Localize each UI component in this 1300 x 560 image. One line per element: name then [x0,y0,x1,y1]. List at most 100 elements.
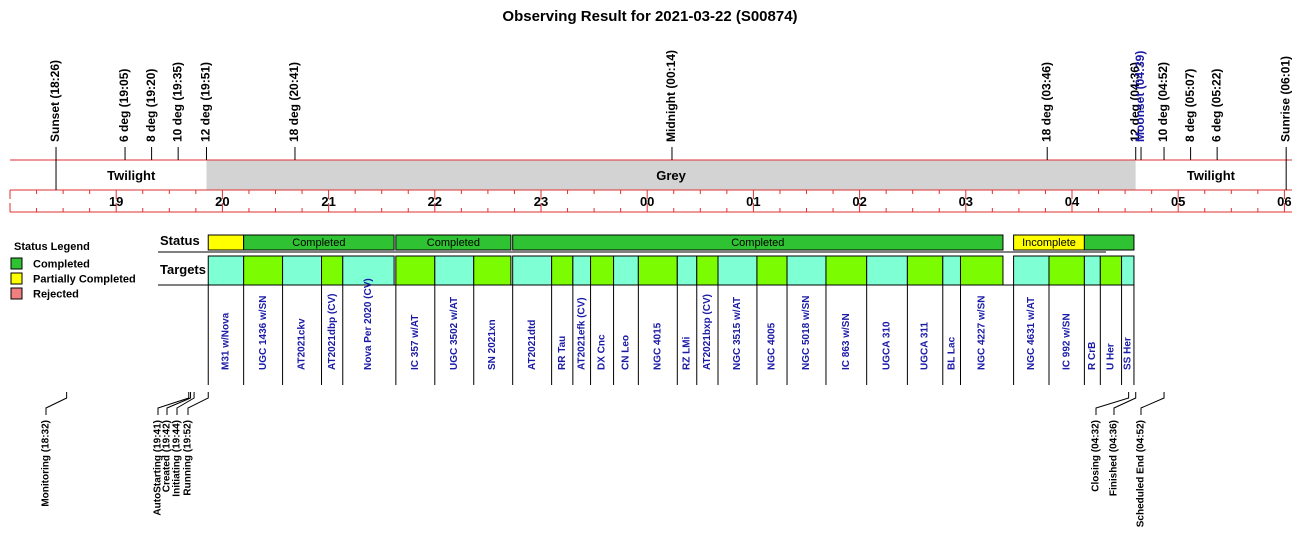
target-label-0: M31 w/Nova [221,312,232,370]
bottom-event-label-6: Finished (04:36) [1109,420,1120,496]
top-event-label-10: 10 deg (04:52) [1156,62,1170,142]
bottom-event-line-3 [176,392,195,415]
bottom-event-line-2 [166,392,192,415]
top-event-label-11: 8 deg (05:07) [1183,69,1197,142]
hour-label-00: 00 [640,194,654,209]
target-block-9 [551,255,574,286]
hour-label-19: 19 [109,194,123,209]
target-label-24: NGC 4631 w/AT [1026,297,1037,370]
target-block-15 [696,255,719,286]
target-label-7: SN 2021xn [487,319,498,370]
hour-label-01: 01 [746,194,760,209]
status-row: Status Completed Completed Completed Incompl… [158,233,1135,253]
status-legend: Status Legend Completed Partially Complete… [10,241,136,301]
top-event-label-4: 12 deg (19:51) [199,62,213,142]
legend-label-0: Completed [33,259,90,271]
bottom-event-line-4 [187,392,209,415]
target-block-2 [282,255,323,286]
sky-bands-layer: Twilight Grey Twilight [10,159,1292,213]
target-block-14 [676,255,698,286]
target-label-17: NGC 4005 [767,322,778,370]
hour-label-21: 21 [321,194,335,209]
bottom-event-label-2: Created (19:42) [162,420,173,492]
target-label-19: IC 863 w/SN [841,313,852,370]
target-block-27 [1099,255,1123,286]
targets-row: Targets M31 w/Nova UGC 1436 w/SN AT2021ckv A… [158,255,1135,385]
top-event-label-5: 18 deg (20:41) [287,62,301,142]
target-block-18 [786,255,827,286]
target-block-21 [906,255,944,286]
target-label-14: RZ LMi [682,336,693,370]
bottom-event-label-7: Scheduled End (04:52) [1136,420,1147,527]
target-label-27: U Her [1106,343,1117,370]
target-label-10: AT2021efk (CV) [576,297,587,370]
target-label-22: BL Lac [946,336,957,370]
hour-label-02: 02 [852,194,866,209]
top-event-label-1: 6 deg (19:05) [117,69,131,142]
target-label-2: AT2021ckv [297,318,308,370]
target-block-22 [942,255,961,286]
hour-label-03: 03 [959,194,973,209]
time-axis-layer: 19 20 21 22 23 00 01 02 03 04 05 06 [9,190,1292,212]
top-event-label-6: Midnight (00:14) [664,50,678,142]
bottom-event-line-5 [1095,392,1130,415]
bottom-event-label-1: AutoStarting (19:41) [153,420,164,516]
top-event-label-0: Sunset (18:26) [48,60,62,142]
target-label-25: IC 992 w/SN [1061,313,1072,370]
target-label-18: NGC 5018 w/SN [801,296,812,370]
bottom-event-line-6 [1113,392,1137,415]
legend-label-2: Rejected [33,289,79,301]
target-block-0 [207,255,245,286]
top-event-label-3: 10 deg (19:35) [170,62,184,142]
target-block-7 [473,255,512,286]
bottom-event-line-0 [45,392,68,415]
legend-swatch-1 [10,272,23,285]
top-events-layer: Sunset (18:26) 6 deg (19:05) 8 deg (19:20)… [48,50,1292,190]
sky-band-0 [56,160,207,190]
target-label-13: NGC 4015 [652,322,663,370]
legend-title: Status Legend [14,241,90,253]
status-block-label-1: Completed [292,237,345,249]
status-row-label: Status [160,233,200,248]
top-event-label-8: 12 deg (04:36) [1128,62,1142,142]
top-event-label-9: Moonset (04:39) [1133,51,1147,142]
target-label-4: Nova Per 2020 (CV) [363,278,374,370]
status-block-2 [395,234,512,251]
target-label-11: DX Cnc [597,334,608,370]
target-block-24 [1013,255,1050,286]
status-block-label-4: Incomplete [1022,237,1076,249]
target-label-23: NGC 4227 w/SN [976,296,987,370]
target-label-5: IC 357 w/AT [410,315,421,370]
target-block-20 [866,255,908,286]
legend-label-1: Partially Completed [33,274,136,286]
target-label-28: SS Her [1122,337,1133,370]
target-block-13 [637,255,678,286]
bottom-event-line-7 [1140,392,1165,415]
sky-band-2 [1135,160,1287,190]
target-label-16: NGC 3515 w/AT [732,297,743,370]
target-block-10 [572,255,592,286]
top-event-label-12: 6 deg (05:22) [1209,69,1223,142]
target-block-19 [825,255,868,286]
bottom-events-layer: Monitoring (18:32) AutoStarting (19:41)Cr… [41,392,1165,527]
status-block-label-3: Completed [731,237,784,249]
target-block-23 [959,255,1004,286]
status-block-label-2: Completed [427,237,480,249]
chart-title: Observing Result for 2021-03-22 (S00874) [502,8,797,25]
top-event-label-7: 18 deg (03:46) [1039,62,1053,142]
target-label-9: RR Tau [557,336,568,370]
bottom-event-line-1 [157,392,190,415]
hour-label-05: 05 [1171,194,1185,209]
target-block-25 [1048,255,1085,286]
target-label-8: AT2021dtd [527,320,538,370]
targets-row-label: Targets [160,262,206,277]
status-block-3 [512,234,1004,251]
target-block-12 [613,255,639,286]
bottom-event-label-0: Monitoring (18:32) [41,420,52,507]
bottom-event-label-4: Running (19:52) [183,420,194,496]
target-block-6 [434,255,475,286]
status-block-0 [207,234,245,251]
target-label-6: UGC 3502 w/AT [449,297,460,370]
hour-label-22: 22 [428,194,442,209]
